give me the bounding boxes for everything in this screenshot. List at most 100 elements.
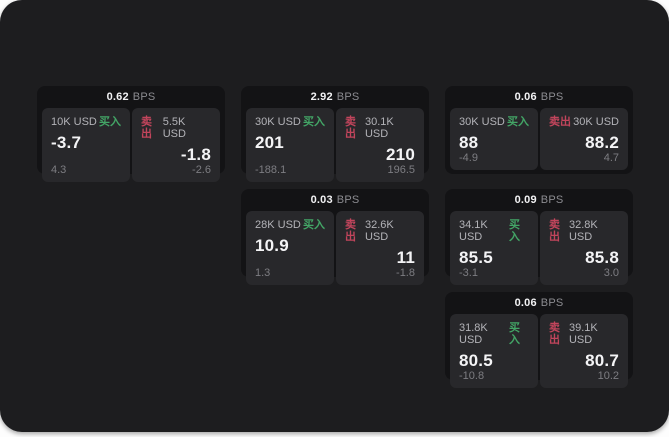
sell-tile-header: 卖出 5.5K USD (141, 116, 211, 140)
buy-price: 88 (459, 133, 479, 152)
buy-side-label: 买入 (509, 322, 521, 346)
sell-tile[interactable]: 卖出 32.8K USD 85.8 3.0 (540, 211, 628, 285)
buy-tile[interactable]: 30K USD 买入 88 -4.9 (450, 108, 538, 170)
sell-tile-header: 卖出 39.1K USD (549, 322, 619, 346)
buy-notional: 28K USD (255, 219, 301, 231)
spread-value: 2.92 (310, 91, 333, 103)
sell-tile[interactable]: 卖出 32.6K USD 11 -1.8 (336, 211, 424, 285)
buy-tile-header: 30K USD 买入 (459, 116, 529, 128)
buy-tile-header: 10K USD 买入 (51, 116, 121, 128)
spread-value: 0.62 (106, 91, 129, 103)
spread-header: 0.62 BPS (37, 86, 225, 108)
sell-notional: 30.1K USD (364, 116, 394, 140)
buy-tile[interactable]: 34.1K USD 买入 85.5 -3.1 (450, 211, 538, 285)
quote-tiles: 30K USD 买入 201 -188.1 卖出 30.1K USD 210 1… (241, 108, 429, 187)
sell-change: 10.2 (597, 370, 619, 382)
sell-tile-header: 卖出 32.6K USD (345, 219, 415, 243)
sell-price: 11 (396, 248, 415, 267)
spread-unit: BPS (540, 297, 564, 309)
buy-tile[interactable]: 28K USD 买入 10.9 1.3 (246, 211, 334, 285)
sell-change: 196.5 (387, 164, 415, 176)
buy-tile-header: 31.8K USD 买入 (459, 322, 529, 346)
sell-price: 85.8 (585, 248, 619, 267)
quote-card-grid: 0.62 BPS 10K USD 买入 -3.7 4.3 卖出 5.5K USD (37, 86, 633, 388)
sell-side-label: 卖出 (345, 219, 356, 243)
buy-change: 4.3 (51, 164, 67, 176)
sell-notional: 5.5K USD (162, 116, 186, 140)
quote-tiles: 34.1K USD 买入 85.5 -3.1 卖出 32.8K USD 85.8… (445, 211, 633, 290)
buy-tile-header: 28K USD 买入 (255, 219, 325, 231)
buy-side-label: 买入 (507, 116, 529, 128)
spread-value: 0.06 (514, 91, 537, 103)
quote-card: 0.06 BPS 30K USD 买入 88 -4.9 卖出 30K USD (445, 86, 633, 174)
sell-tile[interactable]: 卖出 5.5K USD -1.8 -2.6 (132, 108, 220, 182)
buy-side-label: 买入 (303, 116, 325, 128)
buy-side-label: 买入 (99, 116, 121, 128)
quote-tiles: 31.8K USD 买入 80.5 -10.8 卖出 39.1K USD 80.… (445, 314, 633, 393)
spread-unit: BPS (132, 91, 156, 103)
quote-card: 0.06 BPS 31.8K USD 买入 80.5 -10.8 卖出 39.1… (445, 292, 633, 388)
sell-notional: 30K USD (573, 116, 619, 128)
buy-tile-header: 30K USD 买入 (255, 116, 325, 128)
quote-card: 0.03 BPS 28K USD 买入 10.9 1.3 卖出 32.6K US… (241, 189, 429, 285)
spread-header: 0.06 BPS (445, 86, 633, 108)
buy-tile-header: 34.1K USD 买入 (459, 219, 529, 243)
buy-change: -188.1 (255, 164, 287, 176)
sell-side-label: 卖出 (549, 116, 571, 128)
buy-price: 201 (255, 133, 284, 152)
buy-notional: 30K USD (459, 116, 505, 128)
buy-change: 1.3 (255, 267, 271, 279)
buy-tile[interactable]: 31.8K USD 买入 80.5 -10.8 (450, 314, 538, 388)
buy-price: -3.7 (51, 133, 82, 152)
sell-change: -1.8 (396, 267, 415, 279)
quote-tiles: 30K USD 买入 88 -4.9 卖出 30K USD 88.2 4.7 (445, 108, 633, 175)
sell-tile[interactable]: 卖出 30.1K USD 210 196.5 (336, 108, 424, 182)
spread-header: 0.06 BPS (445, 292, 633, 314)
spread-header: 0.09 BPS (445, 189, 633, 211)
buy-change: -3.1 (459, 267, 478, 279)
quote-card: 0.62 BPS 10K USD 买入 -3.7 4.3 卖出 5.5K USD (37, 86, 225, 182)
spread-unit: BPS (540, 194, 564, 206)
buy-tile[interactable]: 30K USD 买入 201 -188.1 (246, 108, 334, 182)
sell-tile[interactable]: 卖出 39.1K USD 80.7 10.2 (540, 314, 628, 388)
buy-notional: 30K USD (255, 116, 301, 128)
spread-unit: BPS (540, 91, 564, 103)
sell-change: -2.6 (192, 164, 211, 176)
buy-tile[interactable]: 10K USD 买入 -3.7 4.3 (42, 108, 130, 182)
buy-side-label: 买入 (303, 219, 325, 231)
spread-unit: BPS (336, 91, 360, 103)
sell-price: 80.7 (585, 351, 619, 370)
spread-header: 0.03 BPS (241, 189, 429, 211)
sell-tile[interactable]: 卖出 30K USD 88.2 4.7 (540, 108, 628, 170)
sell-side-label: 卖出 (549, 322, 560, 346)
quote-tiles: 10K USD 买入 -3.7 4.3 卖出 5.5K USD -1.8 -2.… (37, 108, 225, 187)
sell-tile-header: 卖出 32.8K USD (549, 219, 619, 243)
sell-price: -1.8 (180, 145, 211, 164)
buy-change: -4.9 (459, 152, 478, 164)
sell-side-label: 卖出 (141, 116, 152, 140)
spread-header: 2.92 BPS (241, 86, 429, 108)
sell-side-label: 卖出 (549, 219, 560, 243)
quote-card: 0.09 BPS 34.1K USD 买入 85.5 -3.1 卖出 32.8K… (445, 189, 633, 285)
sell-change: 3.0 (603, 267, 619, 279)
buy-side-label: 买入 (509, 219, 521, 243)
spread-unit: BPS (336, 194, 360, 206)
sell-notional: 39.1K USD (568, 322, 598, 346)
buy-notional: 10K USD (51, 116, 97, 128)
sell-tile-header: 卖出 30K USD (549, 116, 619, 128)
buy-price: 80.5 (459, 351, 493, 370)
sell-change: 4.7 (603, 152, 619, 164)
sell-price: 210 (386, 145, 415, 164)
sell-tile-header: 卖出 30.1K USD (345, 116, 415, 140)
buy-price: 10.9 (255, 236, 289, 255)
quote-card: 2.92 BPS 30K USD 买入 201 -188.1 卖出 30.1K … (241, 86, 429, 182)
buy-price: 85.5 (459, 248, 493, 267)
quote-tiles: 28K USD 买入 10.9 1.3 卖出 32.6K USD 11 -1.8 (241, 211, 429, 290)
sell-notional: 32.8K USD (568, 219, 598, 243)
sell-price: 88.2 (585, 133, 619, 152)
buy-notional: 34.1K USD (459, 219, 488, 243)
sell-side-label: 卖出 (345, 116, 356, 140)
sell-notional: 32.6K USD (364, 219, 394, 243)
spread-value: 0.09 (514, 194, 537, 206)
